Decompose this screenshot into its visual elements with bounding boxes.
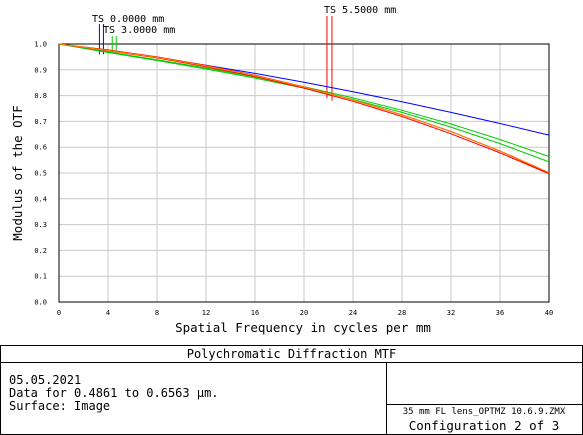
x-tick-label: 28	[398, 309, 406, 317]
y-tick-label: 0.1	[34, 273, 47, 281]
y-tick-label: 0.9	[34, 66, 47, 74]
info-panel: Polychromatic Diffraction MTF 05.05.2021…	[0, 345, 583, 435]
x-tick-label: 12	[202, 309, 210, 317]
x-tick-label: 0	[57, 309, 61, 317]
y-tick-label: 0.8	[34, 92, 47, 100]
y-axis-label: Modulus of the OTF	[10, 105, 25, 240]
info-right-separator	[386, 404, 582, 405]
info-details: 05.05.2021 Data for 0.4861 to 0.6563 µm.…	[9, 374, 219, 413]
lens-file-name: 35 mm FL lens_OPTMZ 10.6.9.ZMX	[402, 407, 566, 417]
x-tick-label: 16	[251, 309, 259, 317]
x-axis-label: Spatial Frequency in cycles per mm	[175, 320, 431, 335]
y-tick-label: 0.0	[34, 299, 47, 307]
field-label: TS 5.5000 mm	[324, 5, 396, 16]
x-tick-label: 36	[496, 309, 504, 317]
x-tick-label: 24	[349, 309, 357, 317]
y-tick-label: 0.7	[34, 118, 47, 126]
configuration-label: Configuration 2 of 3	[408, 418, 560, 433]
x-tick-label: 32	[447, 309, 455, 317]
info-divider	[386, 363, 387, 434]
y-tick-label: 0.3	[34, 221, 47, 229]
info-date: 05.05.2021	[9, 373, 82, 387]
mtf-chart: 0 4 8 12 16 20 24 28 32 36 40 0.00.10.20.30.40.50.…	[10, 5, 553, 335]
x-tick-label: 8	[155, 309, 159, 317]
x-tick-label: 40	[545, 309, 553, 317]
info-surface: Surface: Image	[9, 399, 111, 413]
field-label: TS 3.0000 mm	[103, 25, 175, 36]
info-title: Polychromatic Diffraction MTF	[1, 346, 582, 363]
mtf-curve	[58, 43, 550, 173]
y-tick-label: 1.0	[34, 41, 47, 49]
y-tick-label: 0.2	[34, 247, 47, 255]
y-tick-label: 0.4	[34, 195, 47, 203]
mtf-curves	[58, 43, 550, 175]
x-tick-label: 4	[106, 309, 110, 317]
y-tick-label: 0.6	[34, 144, 47, 152]
x-tick-label: 20	[300, 309, 308, 317]
x-tick-labels: 0 4 8 12 16 20 24 28 32 36 40	[57, 309, 553, 317]
field-label: TS 0.0000 mm	[92, 14, 164, 25]
info-data-range: Data for 0.4861 to 0.6563 µm.	[9, 386, 219, 400]
y-tick-labels: 0.0 0.1 0.2 0.3 0.4 0.5 0.6 0.7 0.8 0.9 1.0	[34, 41, 47, 307]
y-tick-label: 0.5	[34, 170, 47, 178]
